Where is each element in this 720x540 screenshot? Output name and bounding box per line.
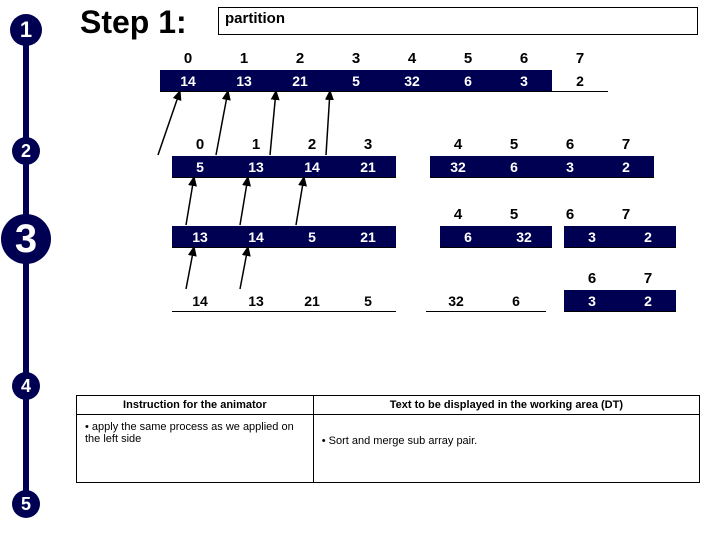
index-cell: 1 <box>228 136 284 153</box>
value-cell: 2 <box>598 156 654 178</box>
arrow <box>186 247 194 289</box>
value-cell: 3 <box>496 70 552 92</box>
value-cell: 32 <box>384 70 440 92</box>
instr-left-body: • apply the same process as we applied o… <box>77 415 314 483</box>
value-cell: 5 <box>284 226 340 248</box>
step-marker-1: 1 <box>10 14 42 46</box>
arrow <box>240 177 248 225</box>
value-row: 1314521 <box>172 226 396 248</box>
value-cell: 3 <box>564 290 620 312</box>
value-cell: 3 <box>542 156 598 178</box>
value-row: 5131421 <box>172 156 396 178</box>
timeline-track <box>23 44 29 140</box>
index-cell: 1 <box>216 50 272 67</box>
value-cell: 21 <box>272 70 328 92</box>
index-cell: 5 <box>440 50 496 67</box>
index-cell: 6 <box>496 50 552 67</box>
step-box: partition <box>218 7 698 35</box>
index-cell: 3 <box>340 136 396 153</box>
value-cell: 2 <box>620 290 676 312</box>
index-row: 4567 <box>430 136 654 153</box>
index-cell: 0 <box>160 50 216 67</box>
value-cell: 13 <box>228 156 284 178</box>
timeline-track <box>23 163 29 217</box>
arrow <box>186 177 194 225</box>
index-row: 4567 <box>430 206 654 223</box>
step-title: Step 1: <box>80 4 187 41</box>
index-row: 67 <box>564 270 676 287</box>
value-cell: 21 <box>340 226 396 248</box>
index-cell: 6 <box>542 136 598 153</box>
instr-right-body: • Sort and merge sub array pair. <box>313 415 699 483</box>
index-cell: 7 <box>598 136 654 153</box>
index-cell: 0 <box>172 136 228 153</box>
value-row: 632 <box>440 226 552 248</box>
value-cell: 14 <box>284 156 340 178</box>
value-cell: 14 <box>172 290 228 312</box>
value-row: 32632 <box>430 156 654 178</box>
index-cell: 2 <box>284 136 340 153</box>
index-cell: 4 <box>430 206 486 223</box>
value-row: 1413215 <box>172 290 396 312</box>
value-cell: 6 <box>440 70 496 92</box>
timeline-track <box>23 398 29 492</box>
index-cell: 7 <box>552 50 608 67</box>
index-cell: 7 <box>598 206 654 223</box>
index-cell: 7 <box>620 270 676 287</box>
value-row: 326 <box>426 290 546 312</box>
index-cell: 4 <box>430 136 486 153</box>
value-cell: 14 <box>160 70 216 92</box>
instr-left-text: apply the same process as we applied on … <box>85 421 294 445</box>
value-cell: 5 <box>340 290 396 312</box>
timeline-track <box>23 262 29 374</box>
value-row: 141321532632 <box>160 70 608 92</box>
value-cell: 6 <box>440 226 496 248</box>
step-marker-3: 3 <box>1 214 51 264</box>
value-cell: 6 <box>486 156 542 178</box>
instr-left-header: Instruction for the animator <box>77 396 314 415</box>
value-cell: 32 <box>496 226 552 248</box>
value-cell: 32 <box>430 156 486 178</box>
instr-right-text: Sort and merge sub array pair. <box>329 435 478 447</box>
value-row: 32 <box>564 290 676 312</box>
value-cell: 21 <box>340 156 396 178</box>
value-cell: 13 <box>216 70 272 92</box>
instruction-table: Instruction for the animator Text to be … <box>76 395 700 483</box>
value-cell: 32 <box>426 290 486 312</box>
value-cell: 13 <box>228 290 284 312</box>
index-row: 01234567 <box>160 50 608 67</box>
arrow <box>240 247 248 289</box>
value-cell: 6 <box>486 290 546 312</box>
step-marker-5: 5 <box>12 490 40 518</box>
step-marker-4: 4 <box>12 372 40 400</box>
value-cell: 3 <box>564 226 620 248</box>
index-cell: 4 <box>384 50 440 67</box>
value-row: 32 <box>564 226 676 248</box>
step-marker-2: 2 <box>12 137 40 165</box>
index-cell: 2 <box>272 50 328 67</box>
value-cell: 5 <box>328 70 384 92</box>
value-cell: 2 <box>620 226 676 248</box>
value-cell: 14 <box>228 226 284 248</box>
value-cell: 5 <box>172 156 228 178</box>
index-cell: 5 <box>486 206 542 223</box>
value-cell: 13 <box>172 226 228 248</box>
instr-right-header: Text to be displayed in the working area… <box>313 396 699 415</box>
value-cell: 21 <box>284 290 340 312</box>
value-cell: 2 <box>552 70 608 92</box>
index-cell: 5 <box>486 136 542 153</box>
index-cell: 6 <box>564 270 620 287</box>
index-cell: 3 <box>328 50 384 67</box>
index-row: 0123 <box>172 136 396 153</box>
index-cell: 6 <box>542 206 598 223</box>
arrow <box>296 177 304 225</box>
